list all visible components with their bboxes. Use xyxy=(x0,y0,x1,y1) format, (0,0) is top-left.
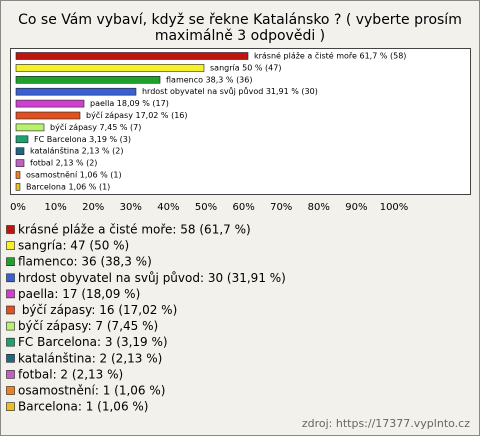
legend-swatch xyxy=(6,370,15,379)
x-tick-label: 10% xyxy=(44,202,66,213)
x-tick-label: 60% xyxy=(232,202,254,213)
x-tick-label: 20% xyxy=(82,202,104,213)
x-tick-label: 50% xyxy=(195,202,217,213)
x-tick-label: 40% xyxy=(157,202,179,213)
legend-label: býčí zápasy: 7 (7,45 %) xyxy=(18,319,158,333)
bar xyxy=(15,159,25,167)
legend-label: Barcelona: 1 (1,06 %) xyxy=(18,400,148,414)
legend-swatch xyxy=(6,241,15,250)
legend-swatch xyxy=(6,225,15,234)
legend-label: býčí zápasy: 16 (17,02 %) xyxy=(18,303,177,317)
value-label: hrdost obyvatel na svůj původ 31,91 % (3… xyxy=(142,86,318,96)
bar xyxy=(15,183,21,191)
value-label: osamostnění 1,06 % (1) xyxy=(26,171,122,180)
x-tick-label: 80% xyxy=(308,202,330,213)
value-label: býčí zápasy 7,45 % (7) xyxy=(50,122,141,132)
bar xyxy=(15,171,21,179)
legend-swatch xyxy=(6,289,15,299)
x-tick-label: 0% xyxy=(10,202,26,213)
value-label: paella 18,09 % (17) xyxy=(90,99,169,108)
legend-swatch xyxy=(6,321,15,331)
x-tick-label: 100% xyxy=(380,202,409,213)
legend-label: paella: 17 (18,09 %) xyxy=(18,287,140,301)
bar xyxy=(15,135,29,144)
legend-label: krásné pláže a čisté moře: 58 (61,7 %) xyxy=(18,223,251,237)
legend-swatch xyxy=(6,273,15,283)
legend-swatch xyxy=(6,257,15,267)
source: zdroj: https://17377.vyplnto.cz xyxy=(302,417,470,430)
bar xyxy=(15,87,137,96)
value-label: FC Barcelona 3,19 % (3) xyxy=(34,135,131,144)
legend-swatch xyxy=(6,337,15,347)
bar xyxy=(15,147,25,155)
value-label: katalánština 2,13 % (2) xyxy=(30,146,124,156)
value-label: flamenco 38,3 % (36) xyxy=(166,75,252,84)
legend-label: hrdost obyvatel na svůj původ: 30 (31,91… xyxy=(18,271,286,285)
legend-swatch xyxy=(6,353,15,363)
x-tick-label: 70% xyxy=(270,202,292,213)
bar xyxy=(15,123,45,132)
plot-area xyxy=(10,48,471,195)
legend-label: flamenco: 36 (38,3 %) xyxy=(18,255,152,269)
legend-swatch xyxy=(6,402,15,411)
legend-label: fotbal: 2 (2,13 %) xyxy=(18,367,123,381)
legend-swatch xyxy=(6,386,15,395)
legend-label: sangría: 47 (50 %) xyxy=(18,239,129,253)
value-label: Barcelona 1,06 % (1) xyxy=(26,182,110,191)
bar xyxy=(15,76,161,84)
legend-label: osamostnění: 1 (1,06 %) xyxy=(18,384,165,398)
value-label: fotbal 2,13 % (2) xyxy=(30,159,97,168)
value-label: sangría 50 % (47) xyxy=(210,63,281,72)
legend-swatch xyxy=(6,305,15,315)
value-label: krásné pláže a čisté moře 61,7 % (58) xyxy=(254,51,406,61)
bar xyxy=(15,52,249,60)
legend-label: FC Barcelona: 3 (3,19 %) xyxy=(18,335,168,349)
bar xyxy=(15,111,81,120)
bar xyxy=(15,99,85,108)
x-tick-label: 90% xyxy=(345,202,367,213)
bar xyxy=(15,64,205,72)
value-label: býčí zápasy 17,02 % (16) xyxy=(86,110,188,120)
legend-label: katalánština: 2 (2,13 %) xyxy=(18,351,162,365)
x-tick-label: 30% xyxy=(120,202,142,213)
chart-title: Co se Vám vybaví, když se řekne Kataláns… xyxy=(18,12,462,44)
